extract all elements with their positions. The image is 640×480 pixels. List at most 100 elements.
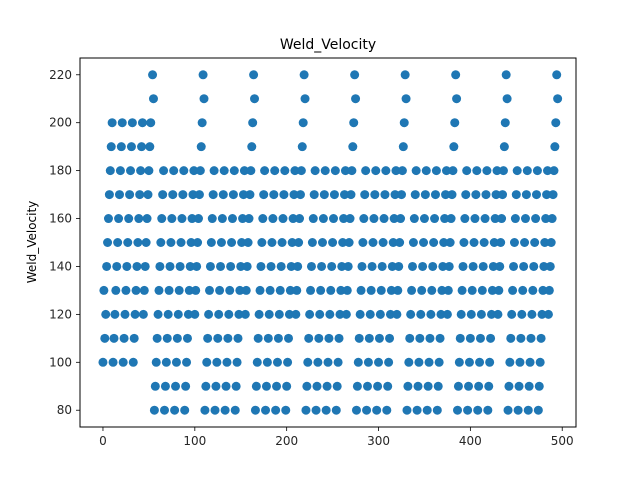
data-point [106, 142, 116, 152]
data-point [341, 309, 351, 319]
data-point [298, 118, 308, 128]
data-point [201, 381, 211, 391]
data-point [253, 333, 263, 343]
data-point [316, 285, 326, 295]
data-point [124, 214, 134, 224]
data-point [470, 214, 480, 224]
data-point [417, 285, 427, 295]
data-point [145, 142, 155, 152]
data-point [231, 381, 241, 391]
data-point [257, 238, 267, 247]
data-point [250, 405, 260, 415]
data-point [345, 214, 355, 224]
data-point [260, 166, 270, 176]
data-point [499, 142, 509, 152]
data-point [376, 285, 386, 295]
data-point [424, 357, 434, 367]
data-point [366, 285, 376, 295]
data-point [131, 285, 141, 295]
data-point [365, 309, 375, 319]
data-point [434, 357, 444, 367]
data-point [158, 190, 168, 200]
data-point [476, 309, 486, 319]
data-point [239, 166, 249, 176]
data-point [386, 285, 396, 295]
data-point [293, 261, 303, 271]
data-point [209, 166, 219, 176]
data-point [373, 381, 383, 391]
data-point [535, 357, 545, 367]
data-point [351, 94, 361, 104]
data-point [233, 333, 243, 343]
data-point [104, 190, 114, 200]
data-point [236, 261, 246, 271]
data-point [168, 190, 178, 200]
data-point [418, 261, 428, 271]
data-point [274, 309, 284, 319]
data-point [305, 309, 315, 319]
data-point [393, 285, 403, 295]
data-point [488, 261, 498, 271]
data-point [141, 238, 151, 247]
data-point [102, 261, 112, 271]
data-point [211, 381, 221, 391]
data-point [348, 142, 358, 152]
data-point [461, 190, 471, 200]
data-point [519, 261, 529, 271]
data-point [243, 238, 253, 247]
data-point [138, 309, 148, 319]
data-point [420, 190, 430, 200]
data-point [414, 357, 424, 367]
data-point [429, 238, 439, 247]
data-point [442, 309, 452, 319]
data-point [474, 381, 484, 391]
data-point [121, 285, 131, 295]
data-point [329, 190, 339, 200]
data-point [423, 381, 433, 391]
data-point [165, 261, 175, 271]
data-point [404, 357, 414, 367]
data-point [509, 261, 519, 271]
data-point [110, 309, 120, 319]
data-point [475, 357, 485, 367]
data-point [139, 285, 149, 295]
data-point [302, 381, 312, 391]
data-point [459, 238, 469, 247]
data-point [173, 309, 183, 319]
data-point [270, 166, 280, 176]
data-point [235, 285, 245, 295]
data-point [363, 357, 373, 367]
data-point [195, 166, 205, 176]
data-point [227, 214, 237, 224]
data-point [223, 333, 233, 343]
data-point [135, 190, 145, 200]
data-point [430, 190, 440, 200]
data-point [300, 94, 310, 104]
data-point [502, 94, 512, 104]
data-point [358, 238, 368, 247]
data-point [480, 214, 490, 224]
data-point [457, 285, 467, 295]
data-point [550, 142, 560, 152]
data-point [132, 261, 142, 271]
data-point [239, 190, 248, 200]
data-point [150, 381, 160, 391]
data-point [244, 214, 254, 224]
data-point [252, 357, 262, 367]
data-point [198, 70, 208, 80]
data-point [504, 381, 514, 391]
data-point [206, 238, 216, 247]
data-point [338, 238, 348, 247]
data-point [99, 285, 109, 295]
data-point [272, 357, 282, 367]
data-point [543, 309, 553, 319]
data-point [520, 214, 530, 224]
data-point [462, 166, 472, 176]
x-tick-label: 100 [183, 434, 206, 448]
data-point [468, 261, 478, 271]
data-point [294, 238, 304, 247]
data-point [308, 214, 318, 224]
data-point [115, 190, 124, 200]
data-point [197, 118, 207, 128]
data-point [377, 261, 387, 271]
